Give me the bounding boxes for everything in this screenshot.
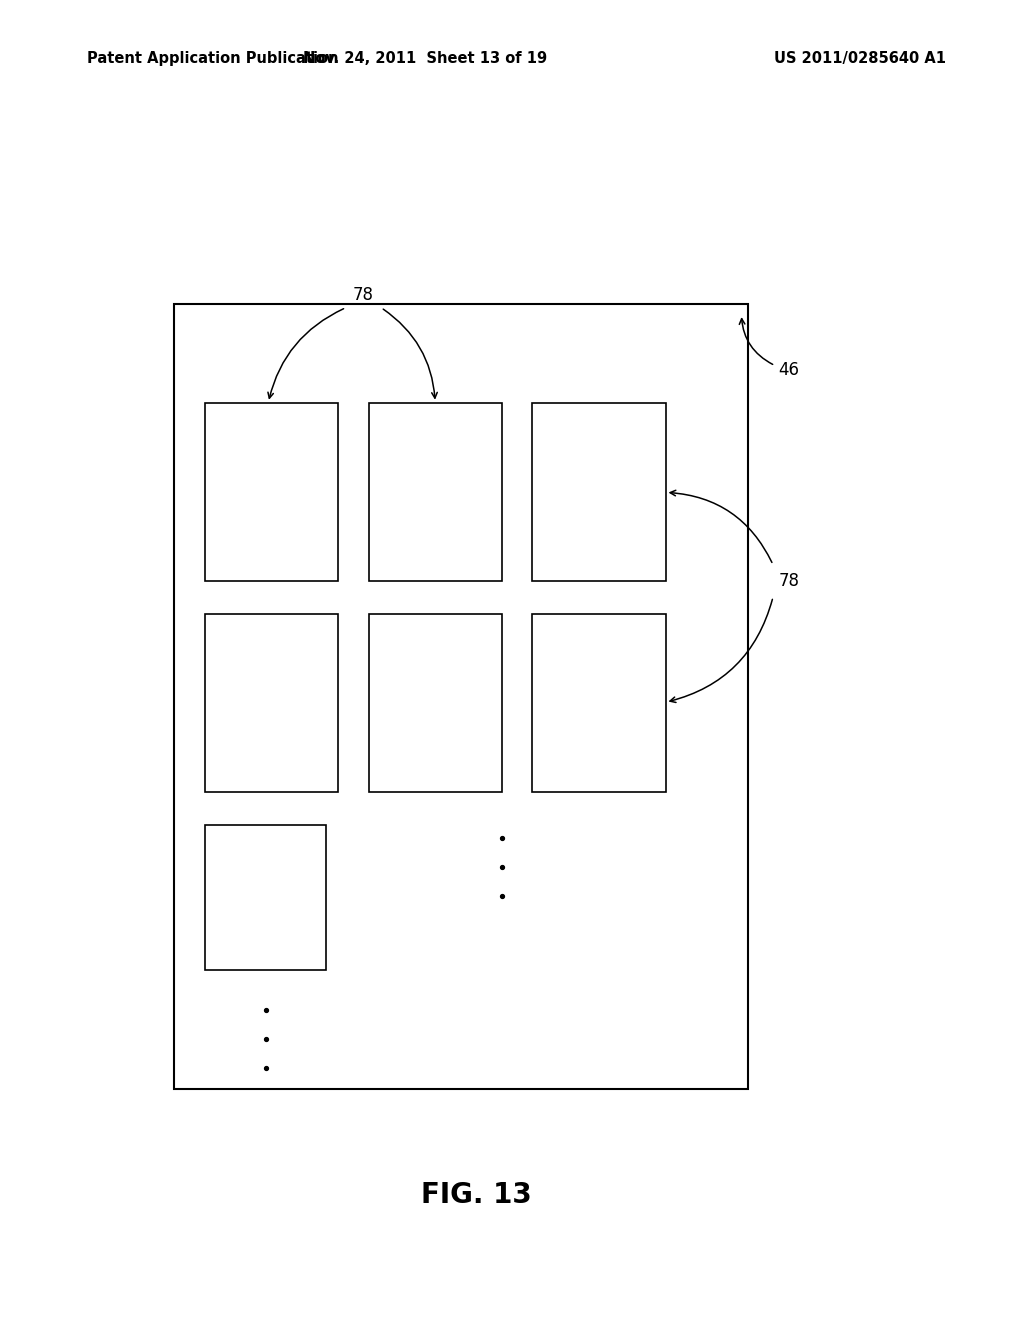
- Bar: [532, 403, 666, 581]
- Text: FIG. 13: FIG. 13: [421, 1180, 531, 1209]
- Bar: [369, 403, 502, 581]
- Bar: [205, 825, 326, 970]
- Bar: [369, 614, 502, 792]
- Text: 78: 78: [778, 572, 800, 590]
- Bar: [532, 614, 666, 792]
- Text: 46: 46: [778, 360, 800, 379]
- Bar: [174, 304, 748, 1089]
- Text: Nov. 24, 2011  Sheet 13 of 19: Nov. 24, 2011 Sheet 13 of 19: [303, 50, 547, 66]
- Text: 78: 78: [353, 285, 374, 304]
- Bar: [205, 403, 338, 581]
- Text: US 2011/0285640 A1: US 2011/0285640 A1: [774, 50, 946, 66]
- Bar: [205, 614, 338, 792]
- Text: Patent Application Publication: Patent Application Publication: [87, 50, 339, 66]
